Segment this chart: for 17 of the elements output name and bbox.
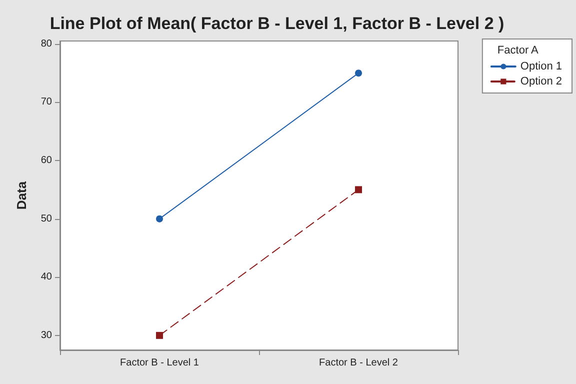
point bbox=[156, 215, 163, 222]
y-tick-label: 30 bbox=[40, 330, 52, 341]
x-tick-label: Factor B - Level 2 bbox=[319, 358, 398, 368]
y-tick-label: 50 bbox=[40, 213, 52, 224]
x-tick-label: Factor B - Level 1 bbox=[120, 358, 200, 368]
legend-title: Factor A bbox=[497, 44, 540, 56]
legend-label: Option 2 bbox=[520, 76, 562, 88]
y-tick-label: 40 bbox=[40, 272, 52, 283]
point bbox=[355, 186, 362, 194]
legend-label: Option 1 bbox=[520, 60, 562, 72]
y-tick-label: 60 bbox=[40, 155, 52, 166]
chart-title: Line Plot of Mean( Factor B - Level 1, Factor B - Level 2 ) bbox=[50, 14, 504, 33]
y-axis-title: Data bbox=[14, 180, 29, 210]
point bbox=[156, 332, 163, 339]
y-tick-label: 80 bbox=[40, 38, 52, 50]
y-tick-label: 70 bbox=[40, 96, 52, 108]
point bbox=[355, 70, 362, 77]
